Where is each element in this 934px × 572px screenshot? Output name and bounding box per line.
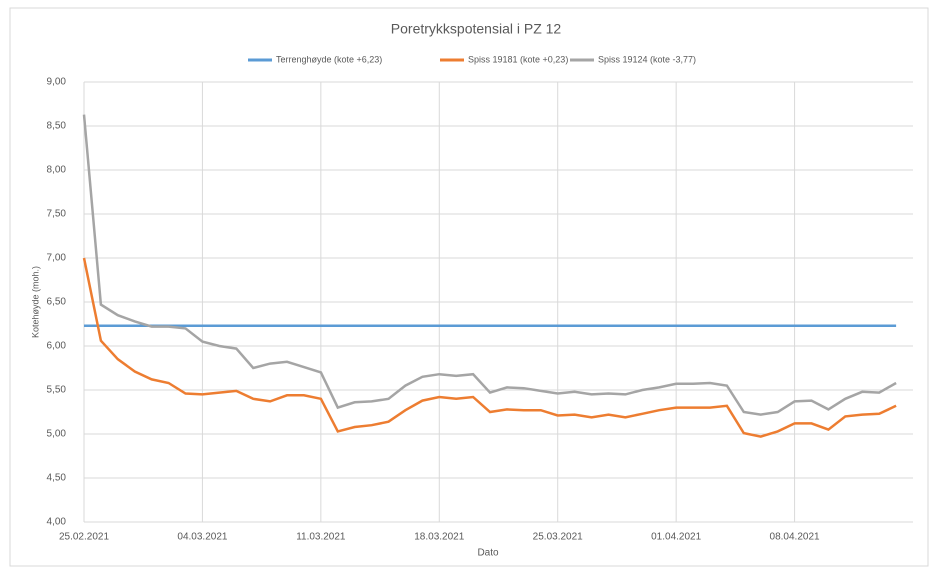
x-tick-label: 11.03.2021 — [296, 532, 346, 543]
series-line — [82, 114, 897, 416]
y-tick-label: 7,00 — [47, 253, 67, 264]
x-tick-label: 04.03.2021 — [177, 532, 227, 543]
chart-frame — [9, 7, 929, 567]
y-tick-label: 6,00 — [47, 341, 67, 352]
legend-label: Terrenghøyde (kote +6,23) — [276, 54, 382, 64]
y-tick-label: 4,50 — [47, 473, 67, 484]
y-tick-label: 5,50 — [47, 385, 67, 396]
y-tick-label: 8,00 — [47, 165, 67, 176]
x-tick-label: 01.04.2021 — [651, 532, 701, 543]
y-axis-label: Kotehøyde (moh.) — [30, 266, 40, 338]
x-axis-label: Dato — [477, 548, 499, 559]
y-tick-label: 8,50 — [47, 121, 67, 132]
series-line — [82, 257, 897, 438]
x-tick-label: 18.03.2021 — [414, 532, 464, 543]
legend-label: Spiss 19124 (kote -3,77) — [598, 54, 696, 64]
x-tick-label: 08.04.2021 — [770, 532, 820, 543]
y-tick-label: 5,00 — [47, 429, 67, 440]
x-tick-label: 25.03.2021 — [533, 532, 583, 543]
x-tick-label: 25.02.2021 — [59, 532, 109, 543]
y-tick-label: 7,50 — [47, 209, 67, 220]
y-tick-label: 4,00 — [47, 517, 67, 528]
y-tick-label: 9,00 — [47, 77, 67, 88]
legend-label: Spiss 19181 (kote +0,23) — [468, 54, 568, 64]
chart-title: Poretrykkspotensial i PZ 12 — [391, 21, 562, 37]
y-tick-label: 6,50 — [47, 297, 67, 308]
